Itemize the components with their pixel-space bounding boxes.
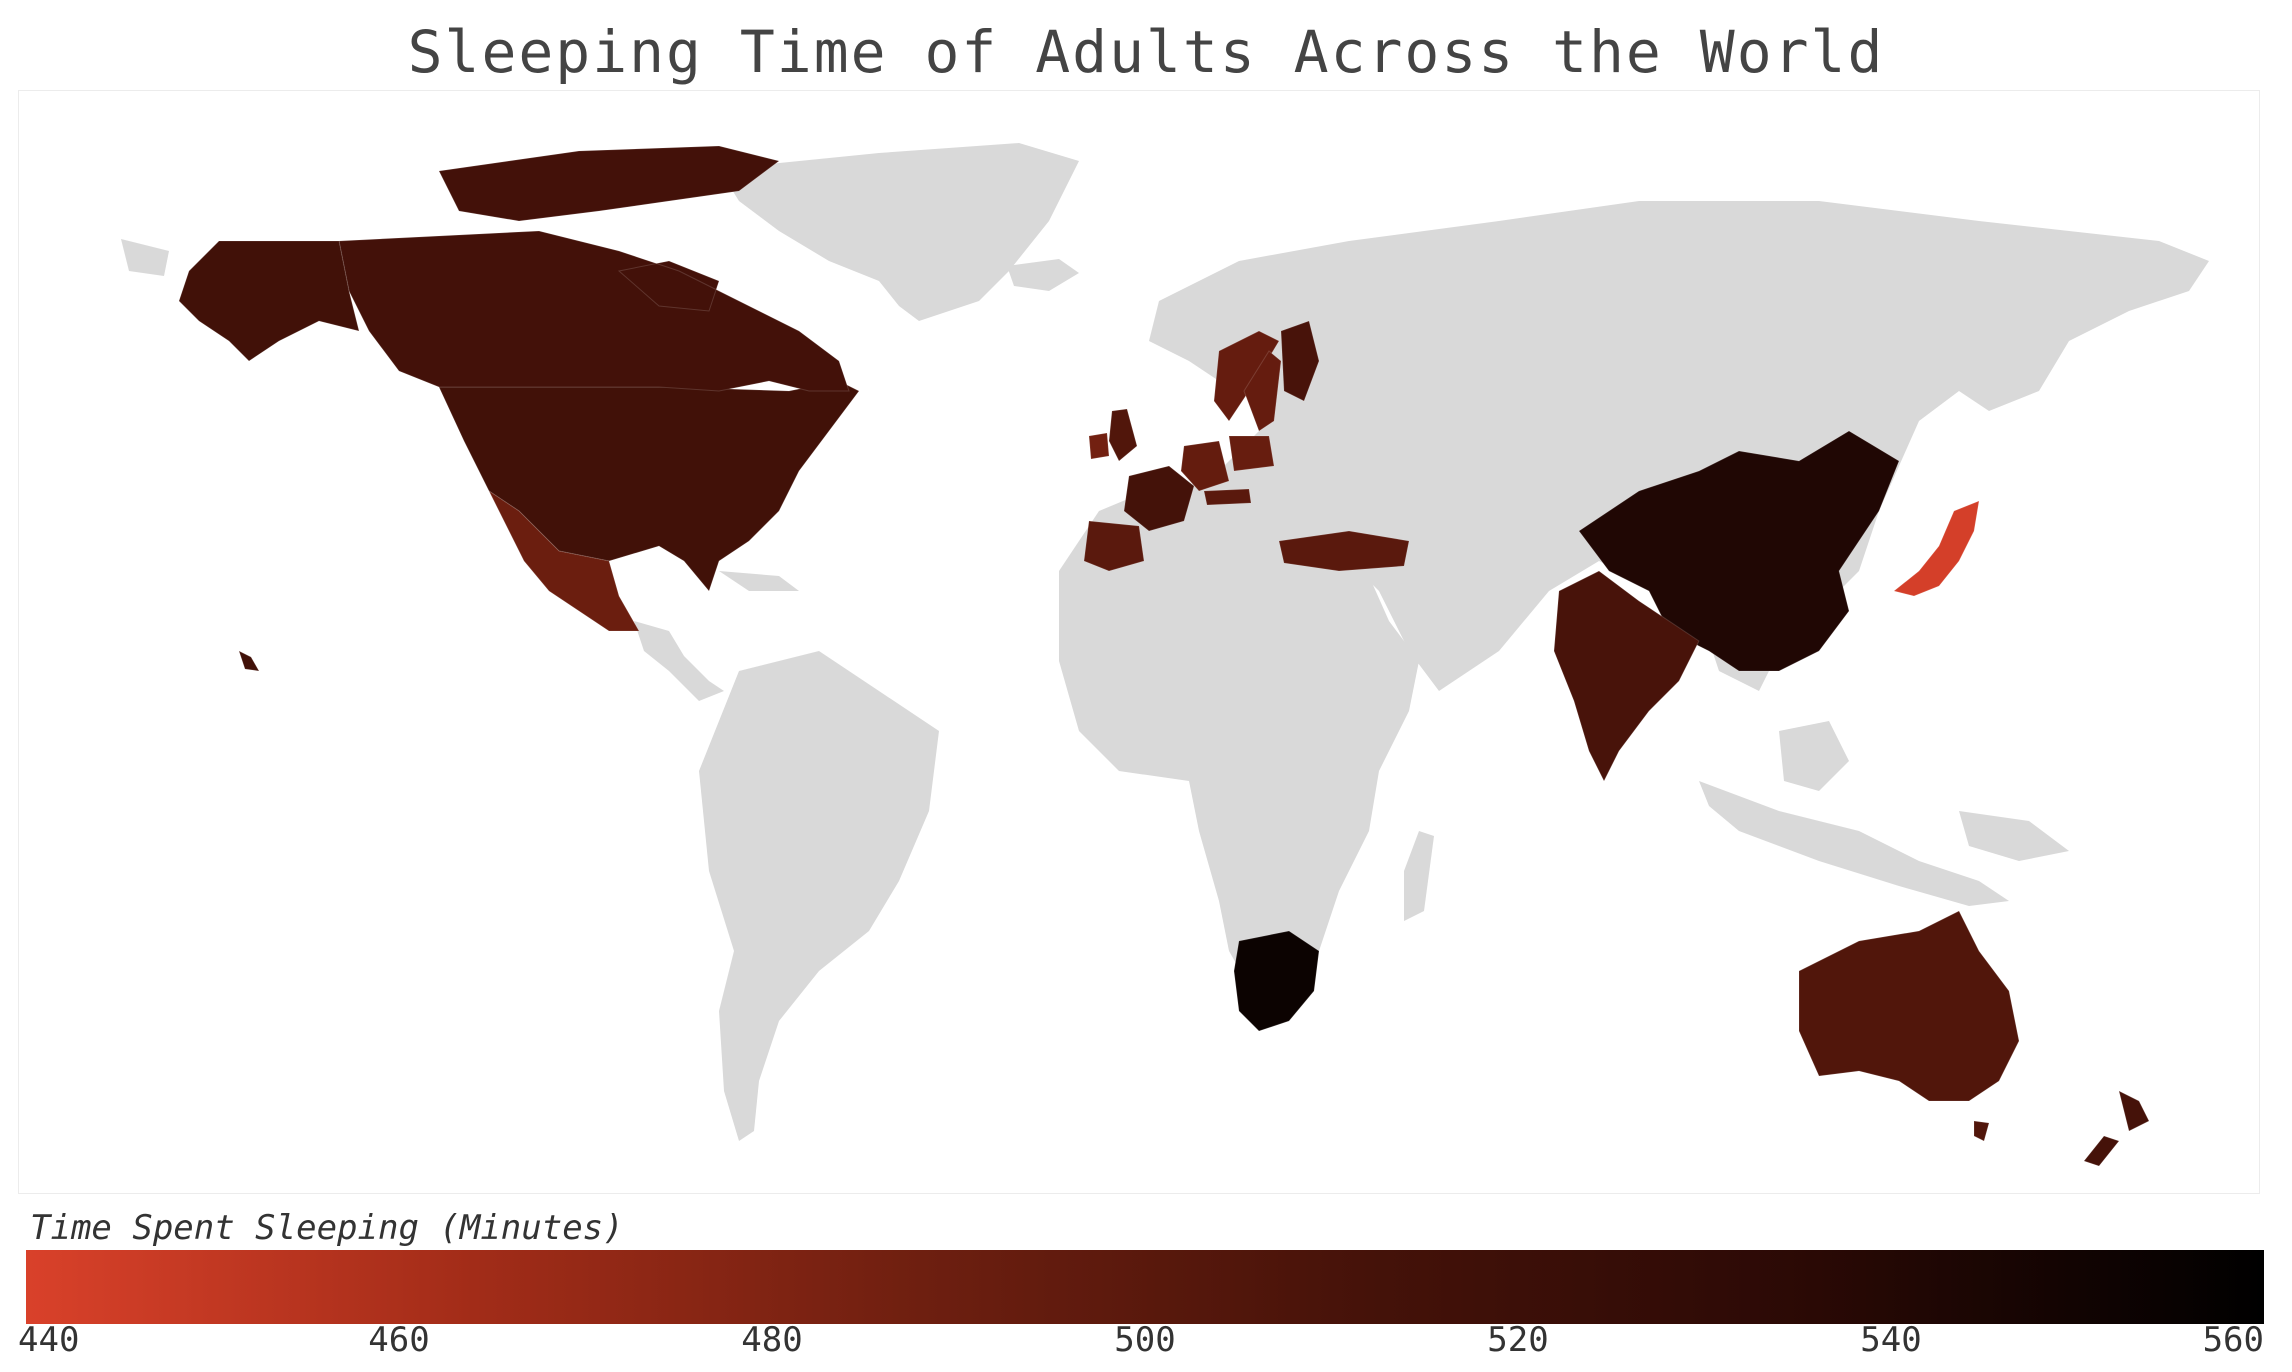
country-sweden[interactable]: [1243, 350, 1282, 432]
land-new-guinea: [1959, 811, 2069, 861]
colorbar-title: Time Spent Sleeping (Minutes): [30, 1208, 624, 1248]
colorbar-tick-label: 460: [368, 1320, 430, 1360]
land-borneo: [1779, 721, 1849, 791]
country-japan[interactable]: [1892, 500, 1980, 597]
country-united-kingdom[interactable]: [1108, 408, 1138, 462]
colorbar: [26, 1250, 2264, 1324]
country-france[interactable]: [1123, 465, 1195, 532]
land-cuba: [719, 571, 799, 591]
land-south-america: [699, 651, 939, 1141]
colorbar-tick-label: 440: [18, 1320, 80, 1360]
land-alaska-west: [121, 239, 169, 276]
country-turkey[interactable]: [1278, 530, 1410, 572]
country-germany[interactable]: [1180, 440, 1230, 492]
country-shapes: [178, 145, 2150, 1167]
colorbar-tick-label: 480: [741, 1320, 803, 1360]
country-new-zealand[interactable]: [2083, 1090, 2150, 1167]
country-finland[interactable]: [1280, 320, 1320, 402]
country-poland[interactable]: [1228, 435, 1275, 472]
country-south-africa[interactable]: [1233, 930, 1320, 1032]
colorbar-tick-label: 500: [1114, 1320, 1176, 1360]
colorbar-tick-label: 540: [1860, 1320, 1922, 1360]
country-spain[interactable]: [1083, 520, 1145, 572]
land-africa: [1059, 486, 1419, 986]
colorbar-gradient: [26, 1250, 2264, 1324]
map-area: [18, 90, 2260, 1194]
no-data-land: [121, 143, 2209, 1141]
land-madagascar: [1404, 831, 1434, 921]
country-austria[interactable]: [1203, 488, 1252, 506]
country-india[interactable]: [1553, 570, 1700, 783]
colorbar-tick-label: 520: [1487, 1320, 1549, 1360]
map-title: Sleeping Time of Adults Across the World: [407, 18, 1885, 86]
country-united-states[interactable]: [238, 380, 860, 672]
country-canada[interactable]: [338, 145, 850, 392]
land-iceland: [1007, 259, 1079, 291]
world-map: [121, 143, 2209, 1167]
country-ireland[interactable]: [1088, 432, 1110, 460]
land-eurasia: [1149, 201, 2209, 691]
country-alaska[interactable]: [178, 240, 360, 362]
land-indonesia: [1699, 781, 2009, 906]
land-greenland: [719, 143, 1079, 321]
country-australia[interactable]: [1798, 910, 2020, 1142]
colorbar-tick-label: 560: [2202, 1320, 2264, 1360]
country-mexico[interactable]: [487, 489, 640, 632]
land-central-america: [634, 621, 724, 701]
